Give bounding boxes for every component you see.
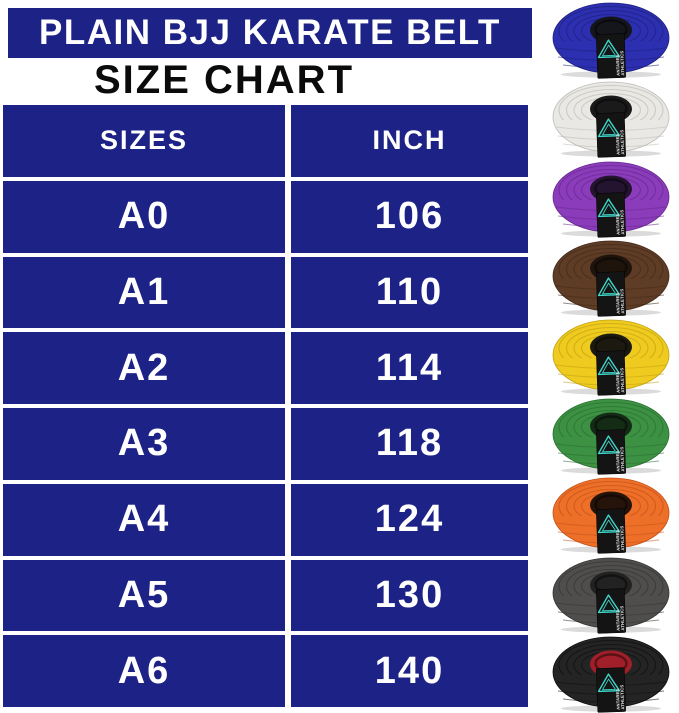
size-cell: A1: [3, 256, 285, 329]
inch-cell: 110: [291, 256, 528, 329]
belt-white: ANTARES ATHLETICS: [546, 79, 679, 159]
size-cell: A4: [3, 483, 285, 556]
triangle-logo-icon: [597, 39, 620, 59]
belt-orange: ANTARES ATHLETICS: [546, 475, 679, 555]
inch-cell: 114: [291, 332, 528, 404]
brand-text-line2: ATHLETICS: [619, 288, 625, 313]
triangle-logo-icon: [597, 435, 620, 455]
brand-text-line1: ANTARES: [614, 292, 620, 314]
brand-text-line1: ANTARES: [614, 609, 620, 631]
belt-stack: ANTARES ATHLETICS ANTARES ATHLETICS ANTARES A…: [546, 0, 679, 713]
triangle-logo-icon: [597, 118, 620, 138]
brand-text-line2: ATHLETICS: [619, 605, 625, 630]
inch-cell: 124: [291, 483, 528, 556]
page-title: PLAIN BJJ KARATE BELT: [39, 13, 501, 52]
inch-cell: 106: [291, 180, 528, 253]
triangle-logo-icon: [597, 197, 620, 217]
column-header-sizes: SIZES: [3, 105, 285, 177]
belt-black: ANTARES ATHLETICS: [546, 634, 679, 713]
title-banner: PLAIN BJJ KARATE BELT: [8, 8, 532, 58]
brand-text-line1: ANTARES: [614, 451, 620, 473]
belt-blue: ANTARES ATHLETICS: [546, 0, 679, 79]
belt-gray: ANTARES ATHLETICS: [546, 555, 679, 634]
brand-text-line2: ATHLETICS: [619, 209, 625, 234]
brand-text-line2: ATHLETICS: [619, 51, 625, 76]
belt-yellow: ANTARES ATHLETICS: [546, 317, 679, 396]
brand-text-line1: ANTARES: [614, 213, 620, 235]
brand-text-line1: ANTARES: [614, 688, 620, 710]
inch-cell: 140: [291, 635, 528, 707]
brand-text-line1: ANTARES: [614, 134, 620, 156]
triangle-logo-icon: [597, 356, 620, 376]
brand-text-line2: ATHLETICS: [619, 526, 625, 551]
size-cell: A6: [3, 635, 285, 707]
size-chart-table: SIZES INCH A0 106 A1 110 A2 114 A3 118 A4 124 A5 130 A…: [3, 105, 528, 707]
belt-purple: ANTARES ATHLETICS: [546, 158, 679, 238]
brand-text-line1: ANTARES: [614, 54, 620, 76]
brand-text-line2: ATHLETICS: [619, 368, 625, 393]
belt-green: ANTARES ATHLETICS: [546, 396, 679, 475]
inch-cell: 130: [291, 559, 528, 632]
brand-text-line1: ANTARES: [614, 371, 620, 393]
brand-text-line2: ATHLETICS: [619, 447, 625, 472]
size-cell: A5: [3, 559, 285, 632]
triangle-logo-icon: [597, 277, 620, 296]
size-cell: A0: [3, 180, 285, 253]
column-header-inch: INCH: [291, 105, 528, 177]
size-chart-heading: SIZE CHART: [94, 58, 354, 102]
triangle-logo-icon: [597, 594, 620, 613]
triangle-logo-icon: [597, 673, 620, 692]
inch-cell: 118: [291, 408, 528, 480]
size-cell: A2: [3, 332, 285, 404]
size-cell: A3: [3, 408, 285, 480]
belt-brown: ANTARES ATHLETICS: [546, 238, 679, 317]
brand-text-line2: ATHLETICS: [619, 130, 625, 155]
brand-text-line2: ATHLETICS: [619, 684, 625, 709]
triangle-logo-icon: [597, 514, 620, 534]
brand-text-line1: ANTARES: [614, 530, 620, 552]
